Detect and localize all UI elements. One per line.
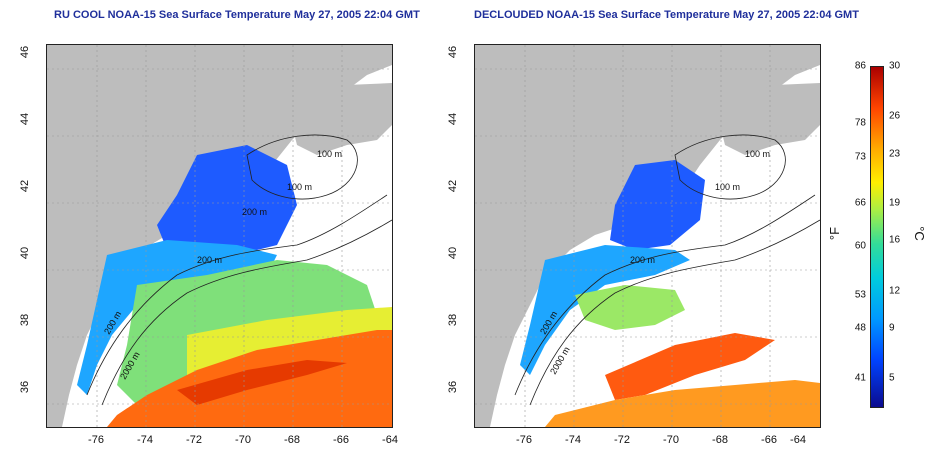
sst-cold-water	[610, 160, 705, 250]
x-tick-label: -70	[663, 434, 679, 446]
colorbar-unit-c: °C	[911, 226, 927, 241]
x-tick-label: -74	[137, 434, 153, 446]
land-mass	[475, 45, 820, 427]
colorbar-c-label: 9	[889, 322, 895, 334]
x-tick-label: -76	[88, 434, 104, 446]
map-grid	[475, 45, 820, 427]
colorbar-c-label: 19	[889, 197, 901, 209]
colorbar-f-label: 53	[854, 289, 866, 301]
colorbar-gradient	[870, 66, 884, 408]
bathymetry-contours	[86, 134, 392, 406]
y-tick-label: 44	[447, 112, 459, 126]
contour-label: 200 m	[197, 255, 222, 265]
y-tick-label: 40	[19, 246, 31, 260]
y-tick-label: 46	[447, 45, 459, 59]
bathymetry-contours	[514, 134, 820, 406]
colorbar-unit-f: °F	[827, 226, 843, 241]
sst-gulf-stream-core	[177, 360, 347, 405]
x-tick-label: -72	[614, 434, 630, 446]
land-maritimes	[287, 83, 392, 155]
right-map-title: DECLOUDED NOAA-15 Sea Surface Temperatur…	[474, 9, 859, 21]
x-tick-label: -64	[382, 434, 398, 446]
contour-label: 200 m	[242, 207, 267, 217]
contour-label: 100 m	[745, 149, 770, 159]
y-tick-label: 40	[447, 246, 459, 260]
sst-cold-water	[157, 145, 297, 260]
colorbar-c-label: 16	[889, 234, 901, 246]
colorbar-f-label: 86	[854, 60, 866, 72]
land-maritimes	[715, 83, 820, 155]
y-tick-label: 42	[447, 179, 459, 193]
colorbar-f-label: 60	[854, 240, 866, 252]
left-sst-map: 100 m 100 m 200 m 200 m 200 m 2000 m	[46, 44, 393, 428]
x-tick-label: -74	[565, 434, 581, 446]
contour-label: 100 m	[317, 149, 342, 159]
left-map-title: RU COOL NOAA-15 Sea Surface Temperature …	[54, 9, 420, 21]
x-tick-label: -68	[712, 434, 728, 446]
colorbar-f-label: 66	[854, 197, 866, 209]
x-tick-label: -64	[790, 434, 806, 446]
colorbar-f-label: 41	[854, 372, 866, 384]
y-tick-label: 38	[19, 313, 31, 327]
y-tick-label: 44	[19, 112, 31, 126]
y-tick-label: 46	[19, 45, 31, 59]
land-mass	[47, 45, 392, 427]
colorbar-c-label: 26	[889, 110, 901, 122]
y-tick-label: 42	[19, 179, 31, 193]
colorbar-f-label: 48	[854, 322, 866, 334]
y-tick-label: 38	[447, 313, 459, 327]
x-tick-label: -76	[516, 434, 532, 446]
colorbar-c-label: 12	[889, 285, 901, 297]
colorbar-c-label: 23	[889, 148, 901, 160]
x-tick-label: -66	[761, 434, 777, 446]
x-tick-label: -72	[186, 434, 202, 446]
colorbar-f-label: 73	[854, 151, 866, 163]
x-tick-label: -68	[284, 434, 300, 446]
sst-slope-patch	[575, 285, 685, 330]
sst-shelf-water	[520, 245, 690, 375]
y-tick-label: 36	[447, 380, 459, 394]
colorbar-f-label: 78	[854, 117, 866, 129]
sst-gulf-stream	[605, 333, 775, 400]
x-tick-label: -70	[235, 434, 251, 446]
right-sst-map: 100 m 100 m 200 m 200 m 2000 m	[474, 44, 821, 428]
colorbar-c-label: 5	[889, 372, 895, 384]
y-tick-label: 36	[19, 380, 31, 394]
x-tick-label: -66	[333, 434, 349, 446]
contour-label: 100 m	[287, 182, 312, 192]
contour-label: 200 m	[630, 255, 655, 265]
map-grid	[47, 45, 392, 427]
contour-label: 100 m	[715, 182, 740, 192]
colorbar-c-label: 30	[889, 60, 901, 72]
sst-gulf-stream-south	[545, 380, 820, 427]
